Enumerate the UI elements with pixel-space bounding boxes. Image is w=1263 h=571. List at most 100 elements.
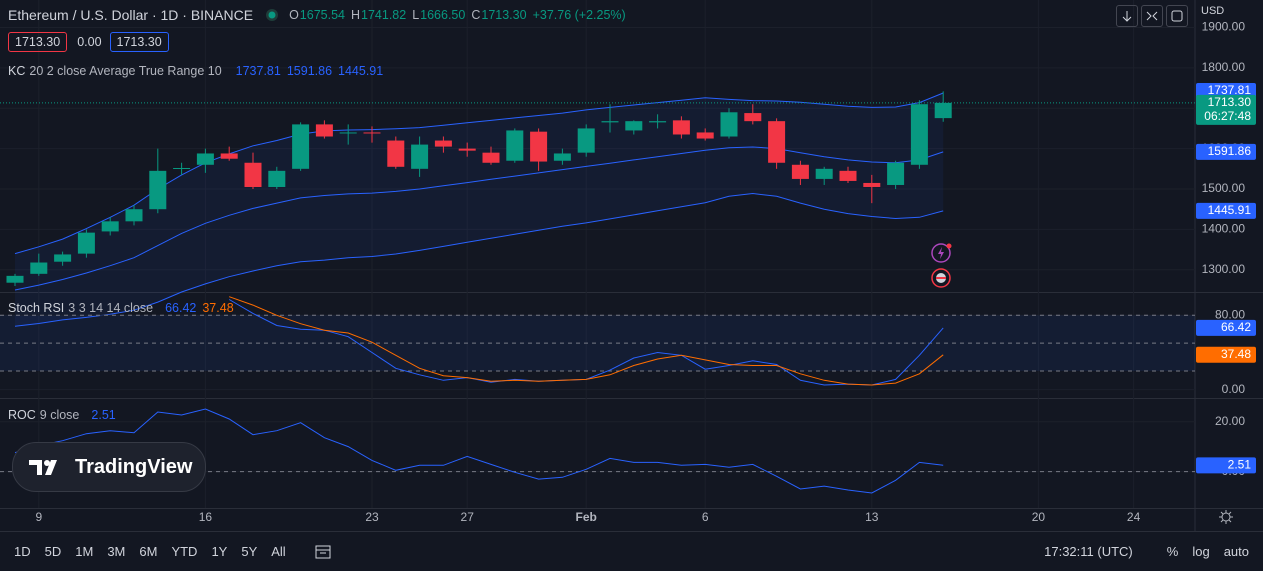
range-button[interactable]: YTD [171, 544, 198, 559]
ohlc-value: 1666.50 [420, 8, 466, 22]
price-tag [1196, 94, 1256, 125]
status-dot [266, 9, 279, 21]
ohlc-high: H1741.82 [351, 8, 406, 22]
price-tag [1196, 202, 1256, 219]
price-tag-label: 37.48 [1221, 347, 1251, 361]
change: +37.76 (+2.25%) [532, 8, 626, 22]
brand-badge[interactable]: TradingView [12, 442, 206, 492]
currency[interactable]: USD [1201, 5, 1230, 17]
indicator-params: 9 close [39, 408, 80, 422]
candle-body [768, 121, 786, 163]
settings-icon[interactable] [1218, 509, 1234, 525]
candle-body [696, 132, 714, 139]
series-line [14, 408, 944, 494]
range-button[interactable]: 3M [107, 544, 126, 559]
candle-body [863, 182, 881, 187]
candle-body [125, 209, 143, 222]
brand-icon [29, 460, 57, 475]
event-icons[interactable] [930, 242, 952, 290]
bottom-toolbar: 1D 5D 1M 3M 6M YTD 1Y 5Y All 17:32:11 (UTC) % log… [0, 531, 1263, 571]
ohlc-value: 1741.82 [361, 8, 407, 22]
bid[interactable]: 1713.30 [8, 32, 68, 52]
indicator-title: ROC [8, 408, 36, 422]
x-tick-label: 16 [199, 510, 213, 524]
date-range-icon[interactable] [314, 544, 332, 560]
brand-name: TradingView [75, 455, 193, 478]
candle-body [672, 120, 690, 135]
candle-body [577, 128, 595, 153]
candle-body [649, 121, 667, 123]
candle-body [30, 262, 48, 274]
price-tag-label: 1737.81 [1208, 83, 1252, 97]
price-tag-label: 1713.30 [1208, 95, 1252, 109]
range-buttons: 1D 5D 1M 3M 6M YTD 1Y 5Y All [0, 544, 286, 559]
price-tag-label: 2.51 [1228, 457, 1252, 471]
ohlc-low: L1666.50 [412, 8, 465, 22]
candle-body [791, 164, 809, 179]
fullscreen-button[interactable] [1141, 5, 1163, 27]
scroll-button[interactable] [1116, 5, 1138, 27]
indicator-title: KC [8, 64, 26, 78]
legend-value: 66.42 [165, 301, 197, 315]
scale-option[interactable]: log [1192, 544, 1210, 559]
range-button[interactable]: 1M [75, 544, 94, 559]
candle-body [482, 152, 500, 163]
legend-value: 1445.91 [338, 64, 384, 78]
header: Ethereum / U.S. Dollar · 1D · BINANCE O1… [8, 7, 632, 23]
range-button[interactable]: 5Y [241, 544, 258, 559]
range-button[interactable]: All [271, 544, 286, 559]
quote-row: 1713.30 0.00 1713.30 [8, 32, 175, 52]
y-tick-label: 1400.00 [1202, 222, 1246, 236]
spread: 0.00 [77, 35, 102, 49]
indicator-params: 20 2 close Average True Range 10 [29, 64, 222, 78]
candle-body [625, 121, 643, 131]
range-button[interactable]: 5D [44, 544, 62, 559]
candle-body [553, 153, 571, 161]
candle-body [6, 275, 24, 283]
currency-label: USD [1201, 5, 1225, 17]
y-tick-label: 1300.00 [1202, 262, 1246, 276]
candle-body [887, 162, 905, 185]
x-tick-label: 20 [1032, 510, 1046, 524]
ask[interactable]: 1713.30 [109, 32, 169, 52]
candle-body [601, 121, 619, 123]
range-button[interactable]: 1D [14, 544, 31, 559]
price-tag [1196, 143, 1256, 160]
candle-body [434, 140, 452, 147]
candle-body [77, 232, 95, 254]
x-tick-label: 23 [365, 510, 379, 524]
channel-line [14, 146, 944, 291]
x-tick-label: 6 [702, 510, 709, 524]
x-tick-label: Feb [576, 510, 597, 524]
symbol: Ethereum / U.S. Dollar · 1D · BINANCE [8, 7, 254, 23]
ohlc-value: 1675.54 [299, 8, 345, 22]
channel-line [14, 92, 944, 255]
legend-value: 1591.86 [286, 64, 333, 78]
ohlc-key: H [350, 8, 361, 22]
series-line [229, 296, 944, 386]
legend-value: 2.51 [91, 408, 116, 422]
candle-body [934, 102, 952, 119]
ohlc-close: C1713.30 [471, 8, 526, 22]
candle-body [744, 113, 762, 122]
legend-value: 1737.81 [235, 64, 281, 78]
snapshot-button[interactable] [1166, 5, 1188, 27]
candle-body [910, 104, 928, 165]
scale-option[interactable]: % [1166, 544, 1179, 559]
candle-body [458, 148, 476, 151]
candle-body [720, 112, 738, 137]
candle-body [101, 221, 119, 232]
y-tick-label: 80.00 [1215, 307, 1245, 321]
y-tick-label: 1800.00 [1202, 60, 1246, 74]
candle-body [839, 170, 857, 181]
price-tag [1196, 346, 1256, 363]
range-button[interactable]: 6M [139, 544, 158, 559]
candle-body [244, 162, 262, 187]
candle-body [268, 170, 286, 187]
scale-option[interactable]: auto [1223, 544, 1249, 559]
range-button[interactable]: 1Y [211, 544, 228, 559]
y-tick-label: 1900.00 [1202, 20, 1246, 34]
countdown: 06:27:48 [1204, 109, 1251, 123]
x-tick-label: 24 [1127, 510, 1141, 524]
clock[interactable]: 17:32:11 (UTC) [1044, 544, 1133, 559]
